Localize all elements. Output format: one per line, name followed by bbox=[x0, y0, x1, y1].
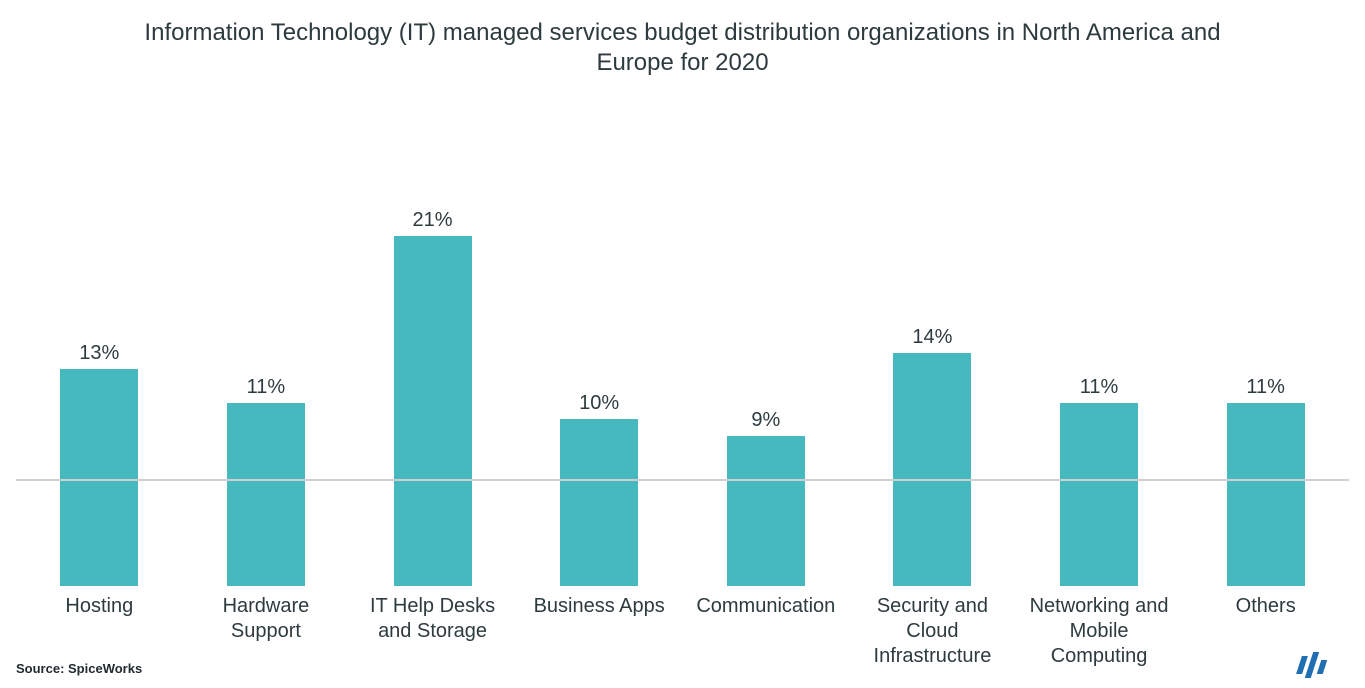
bar-value-label: 21% bbox=[413, 209, 453, 232]
bar-column: 9% bbox=[683, 126, 850, 586]
source-prefix: Source: bbox=[16, 661, 68, 676]
category-label: IT Help Desks and Storage bbox=[349, 594, 516, 669]
bar-value-label: 11% bbox=[247, 376, 286, 399]
chart-title: Information Technology (IT) managed serv… bbox=[133, 18, 1233, 78]
bar-column: 11% bbox=[183, 126, 350, 586]
source-attribution: Source: SpiceWorks bbox=[16, 661, 142, 676]
bar bbox=[1227, 403, 1305, 586]
category-label: Networking and Mobile Computing bbox=[1016, 594, 1183, 669]
bar bbox=[60, 369, 138, 586]
bar bbox=[893, 353, 971, 586]
category-label: Business Apps bbox=[516, 594, 683, 669]
bar-column: 14% bbox=[849, 126, 1016, 586]
bar bbox=[227, 403, 305, 586]
bar-column: 10% bbox=[516, 126, 683, 586]
bar-column: 21% bbox=[349, 126, 516, 586]
bar bbox=[560, 419, 638, 586]
x-axis-labels: HostingHardware SupportIT Help Desks and… bbox=[16, 594, 1349, 669]
bar-chart-plot: 13% 11% 21% 10% 9% 14% 11% 11% bbox=[16, 126, 1349, 586]
category-label: Hardware Support bbox=[183, 594, 350, 669]
category-label: Security and Cloud Infrastructure bbox=[849, 594, 1016, 669]
bar-value-label: 11% bbox=[1080, 376, 1119, 399]
bar-value-label: 10% bbox=[579, 392, 619, 415]
bar-value-label: 11% bbox=[1246, 376, 1285, 399]
x-axis-line bbox=[16, 479, 1349, 481]
source-name: SpiceWorks bbox=[68, 661, 142, 676]
mn-logo-icon bbox=[1299, 652, 1353, 678]
bar bbox=[1060, 403, 1138, 586]
bar-value-label: 14% bbox=[912, 326, 952, 349]
bar-column: 11% bbox=[1016, 126, 1183, 586]
bar-column: 13% bbox=[16, 126, 183, 586]
bar bbox=[394, 236, 472, 586]
bar-value-label: 9% bbox=[751, 409, 780, 432]
bar-column: 11% bbox=[1182, 126, 1349, 586]
category-label: Communication bbox=[683, 594, 850, 669]
category-label: Hosting bbox=[16, 594, 183, 669]
bar-value-label: 13% bbox=[79, 342, 119, 365]
bar bbox=[727, 436, 805, 586]
chart-container: Information Technology (IT) managed serv… bbox=[0, 0, 1365, 688]
